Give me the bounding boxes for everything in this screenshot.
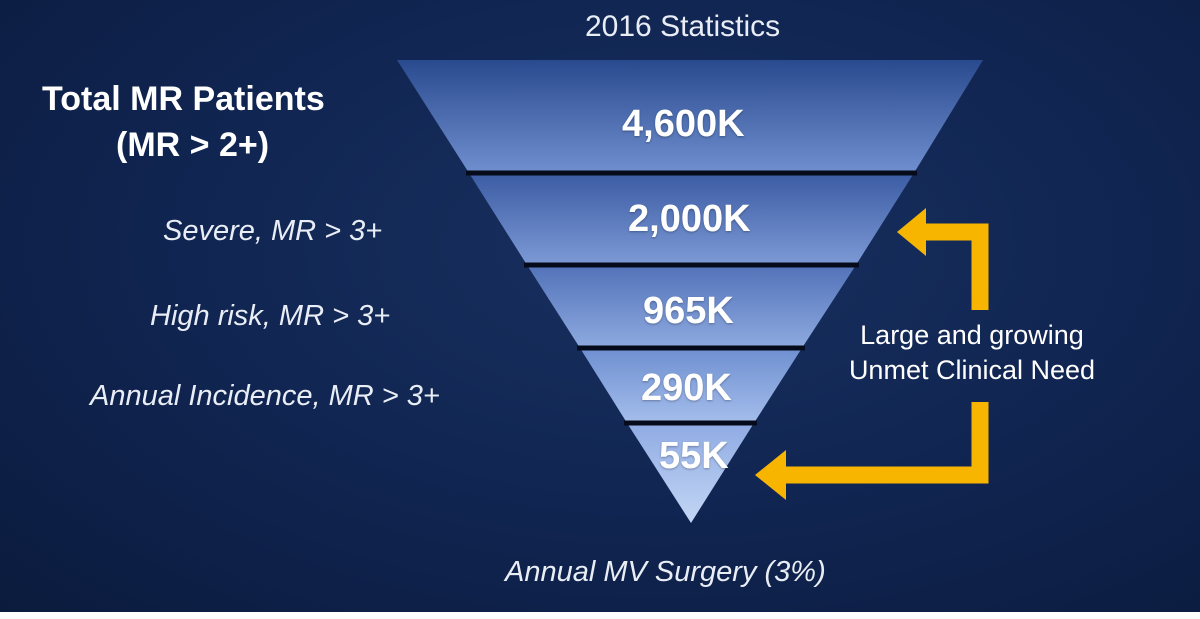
severe-label: Severe, MR > 3+ bbox=[163, 215, 383, 247]
total-mr-label: Total MR Patients bbox=[42, 80, 325, 118]
annual-incidence-label: Annual Incidence, MR > 3+ bbox=[90, 380, 440, 412]
unmet-need-line-1: Large and growing bbox=[860, 320, 1084, 350]
total-mr-sublabel: (MR > 2+) bbox=[116, 126, 270, 164]
tier-3-value: 965K bbox=[643, 290, 734, 332]
funnel-tier-3 bbox=[527, 265, 856, 348]
chart-title: 2016 Statistics bbox=[585, 10, 781, 43]
arrow-up-icon bbox=[897, 208, 989, 310]
unmet-need-line-2: Unmet Clinical Need bbox=[848, 355, 1096, 385]
funnel-tier-4 bbox=[580, 348, 802, 423]
tier-2-value: 2,000K bbox=[628, 198, 751, 240]
funnel-tier-1 bbox=[397, 60, 983, 173]
tier-4-value: 290K bbox=[641, 367, 732, 409]
high-risk-label: High risk, MR > 3+ bbox=[150, 300, 391, 332]
tier-1-value: 4,600K bbox=[622, 103, 745, 145]
funnel-tier-5 bbox=[627, 423, 754, 523]
tier-5-value: 55K bbox=[659, 435, 729, 477]
arrow-down-icon bbox=[755, 402, 989, 500]
annual-surgery-label: Annual MV Surgery (3%) bbox=[505, 556, 826, 588]
funnel-tier-2 bbox=[469, 173, 914, 265]
